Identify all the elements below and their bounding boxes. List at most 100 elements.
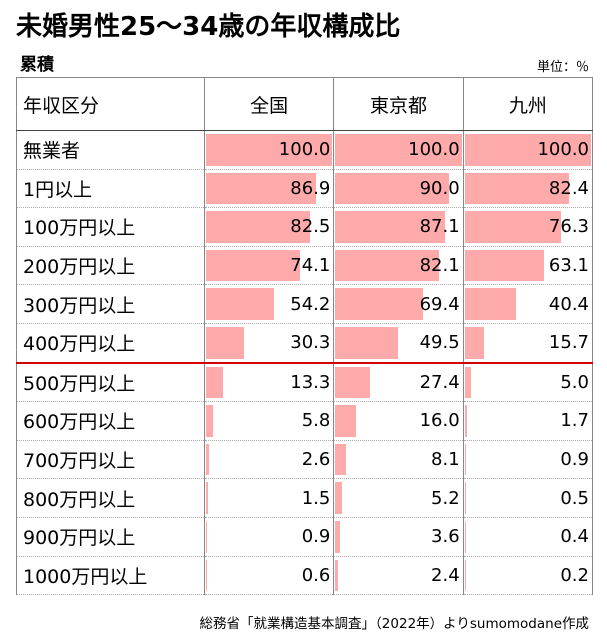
value-label: 3.6	[431, 526, 460, 548]
value-cell: 3.6	[333, 516, 464, 557]
bar	[206, 134, 333, 166]
row-label: 500万円以上	[16, 361, 205, 403]
value-cell: 5.8	[203, 401, 335, 441]
bar	[206, 211, 311, 243]
value-cell: 13.3	[203, 361, 335, 403]
value-label: 69.4	[419, 293, 460, 315]
value-label: 54.2	[290, 293, 331, 315]
value-label: 82.4	[548, 177, 589, 199]
value-cell: 1.5	[203, 478, 335, 518]
row-label: 1000万円以上	[16, 555, 205, 596]
header-col-2: 東京都	[333, 77, 464, 131]
bar	[335, 249, 440, 282]
value-label: 8.1	[431, 449, 460, 471]
value-cell: 90.0	[333, 168, 464, 209]
value-cell: 82.5	[203, 207, 335, 247]
bar	[335, 211, 446, 243]
value-label: 0.9	[560, 449, 589, 471]
bar	[464, 211, 562, 243]
table-row: 600万円以上 5.8 16.0 1.7	[16, 401, 594, 441]
value-label: 5.0	[560, 371, 589, 393]
value-label: 100.0	[408, 139, 460, 161]
row-label: 900万円以上	[16, 516, 205, 557]
row-label: 400万円以上	[16, 322, 205, 364]
bar	[335, 520, 340, 553]
bar	[206, 405, 214, 437]
chart-title: 未婚男性25～34歳の年収構成比	[16, 12, 401, 42]
value-cell: 87.1	[333, 207, 464, 247]
value-cell: 69.4	[333, 284, 464, 324]
bar	[335, 326, 398, 359]
unit-label: 単位：％	[536, 60, 589, 75]
bar	[206, 326, 245, 359]
bar	[464, 443, 466, 476]
value-label: 2.6	[301, 449, 331, 471]
value-cell: 0.6	[203, 555, 335, 596]
bar	[206, 482, 208, 514]
value-cell: 0.2	[462, 555, 594, 596]
value-label: 0.5	[560, 487, 589, 509]
header-income-bracket: 年収区分	[16, 77, 205, 131]
bar	[335, 366, 370, 399]
bar	[206, 520, 208, 553]
table-row: 400万円以上 30.3 49.5 15.7	[16, 322, 594, 364]
bar	[206, 366, 223, 399]
value-label: 16.0	[419, 410, 460, 432]
value-cell: 5.2	[333, 478, 464, 518]
value-label: 5.2	[431, 487, 460, 509]
value-label: 0.6	[301, 564, 331, 586]
value-cell: 27.4	[333, 361, 464, 403]
bar	[335, 172, 450, 205]
row-label: 200万円以上	[16, 245, 205, 286]
value-label: 27.4	[419, 371, 460, 393]
bar	[335, 443, 346, 476]
value-cell: 76.3	[462, 207, 594, 247]
value-label: 86.9	[290, 177, 331, 199]
bar	[464, 482, 466, 514]
row-label: 600万円以上	[16, 401, 205, 441]
table-body: 無業者 100.0 100.0 100.0 1円以上 86.9 90.0 82.4 100万円以…	[16, 130, 594, 596]
value-cell: 0.4	[462, 516, 594, 557]
row-label: 300万円以上	[16, 284, 205, 324]
table-row: 1円以上 86.9 90.0 82.4	[16, 168, 594, 209]
bar	[464, 366, 471, 399]
bar	[206, 249, 300, 282]
value-cell: 86.9	[203, 168, 335, 209]
value-label: 0.4	[560, 526, 589, 548]
table-row: 300万円以上 54.2 69.4 40.4	[16, 284, 594, 324]
table-row: 700万円以上 2.6 8.1 0.9	[16, 439, 594, 480]
value-cell: 8.1	[333, 439, 464, 480]
value-label: 40.4	[548, 293, 589, 315]
bar	[335, 482, 342, 514]
value-cell: 2.4	[333, 555, 464, 596]
value-label: 90.0	[419, 177, 460, 199]
value-cell: 0.5	[462, 478, 594, 518]
value-cell: 1.7	[462, 401, 594, 441]
value-cell: 5.0	[462, 361, 594, 403]
value-cell: 49.5	[333, 322, 464, 364]
value-label: 2.4	[431, 564, 460, 586]
bar	[335, 288, 423, 320]
value-cell: 0.9	[462, 439, 594, 480]
bar	[335, 134, 462, 166]
value-label: 0.2	[560, 564, 589, 586]
bar	[464, 288, 516, 320]
table-row: 500万円以上 13.3 27.4 5.0	[16, 361, 594, 403]
value-label: 63.1	[548, 255, 589, 277]
value-label: 100.0	[537, 139, 589, 161]
bar	[335, 405, 356, 437]
value-label: 1.5	[301, 487, 331, 509]
table-row: 200万円以上 74.1 82.1 63.1	[16, 245, 594, 286]
value-cell: 82.4	[462, 168, 594, 209]
value-label: 0.9	[301, 526, 331, 548]
table-row: 900万円以上 0.9 3.6 0.4	[16, 516, 594, 557]
value-cell: 54.2	[203, 284, 335, 324]
value-label: 15.7	[548, 332, 589, 354]
row-label: 700万円以上	[16, 439, 205, 480]
header-col-3: 九州	[462, 77, 594, 131]
value-cell: 30.3	[203, 322, 335, 364]
row-label: 無業者	[16, 130, 205, 170]
value-cell: 40.4	[462, 284, 594, 324]
value-cell: 15.7	[462, 322, 594, 364]
source-note: 総務省「就業構造基本調査」（2022年）よりsumomodane作成	[199, 616, 589, 632]
